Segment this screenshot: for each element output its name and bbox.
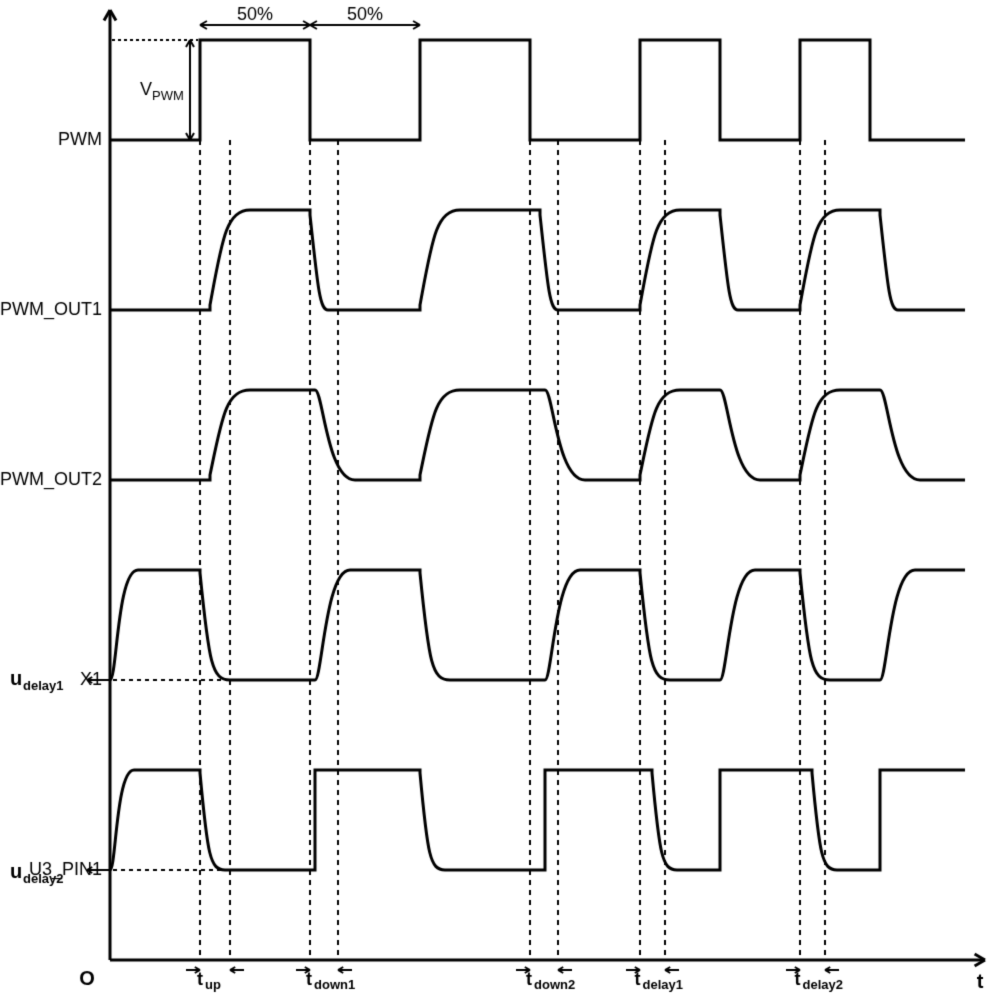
timing-diagram [0, 0, 997, 1000]
